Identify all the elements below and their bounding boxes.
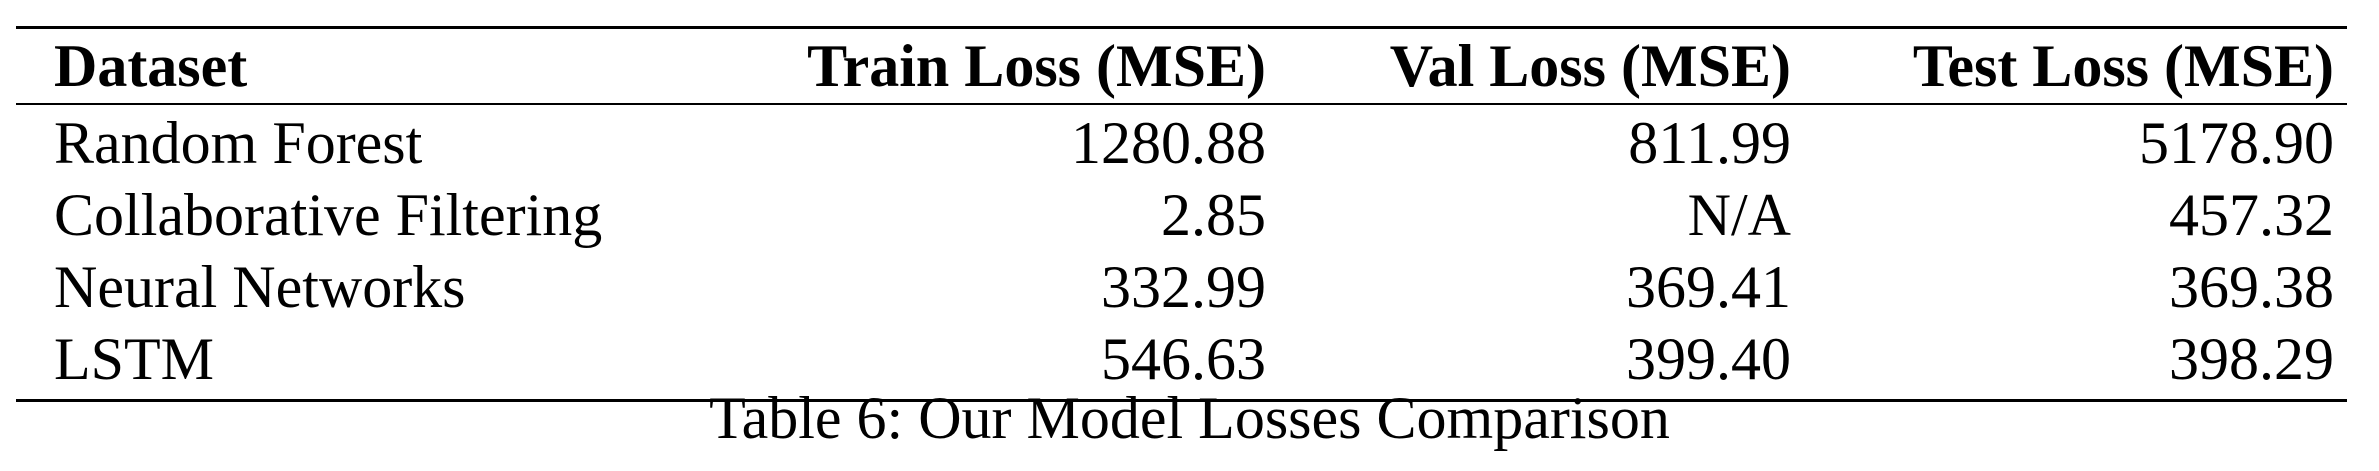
table-caption: Table 6: Our Model Losses Comparison — [709, 385, 1670, 451]
row-dataset: Neural Networks — [54, 254, 466, 320]
table-row: Collaborative Filtering 2.85 N/A 457.32 — [16, 179, 2347, 251]
row-test-loss: 398.29 — [2169, 326, 2334, 392]
row-dataset: Random Forest — [54, 110, 423, 176]
row-train-loss: 1280.88 — [1071, 110, 1266, 176]
table-row: Neural Networks 332.99 369.41 369.38 — [16, 251, 2347, 323]
row-dataset: Collaborative Filtering — [54, 182, 603, 248]
header-train-loss: Train Loss (MSE) — [807, 33, 1266, 99]
row-test-loss: 5178.90 — [2139, 110, 2334, 176]
table-bottom-rule — [16, 399, 2347, 402]
row-test-loss: 457.32 — [2169, 182, 2334, 248]
table-row: LSTM 546.63 399.40 398.29 — [16, 323, 2347, 395]
header-test-loss: Test Loss (MSE) — [1912, 33, 2334, 99]
row-train-loss: 332.99 — [1101, 254, 1266, 320]
row-train-loss: 2.85 — [1161, 182, 1266, 248]
table-row: Random Forest 1280.88 811.99 5178.90 — [16, 107, 2347, 179]
row-val-loss: 369.41 — [1626, 254, 1791, 320]
row-val-loss: N/A — [1687, 182, 1791, 248]
row-val-loss: 399.40 — [1626, 326, 1791, 392]
header-val-loss: Val Loss (MSE) — [1389, 33, 1791, 99]
loss-comparison-table: Dataset Train Loss (MSE) Val Loss (MSE) … — [16, 26, 2347, 402]
row-test-loss: 369.38 — [2169, 254, 2334, 320]
header-dataset: Dataset — [54, 33, 248, 99]
table-header-rule — [16, 103, 2347, 105]
table-top-rule — [16, 26, 2347, 29]
row-val-loss: 811.99 — [1628, 110, 1791, 176]
table-header-row: Dataset Train Loss (MSE) Val Loss (MSE) … — [16, 29, 2347, 103]
row-train-loss: 546.63 — [1101, 326, 1266, 392]
row-dataset: LSTM — [54, 326, 215, 392]
table-body: Random Forest 1280.88 811.99 5178.90 Col… — [16, 105, 2347, 399]
